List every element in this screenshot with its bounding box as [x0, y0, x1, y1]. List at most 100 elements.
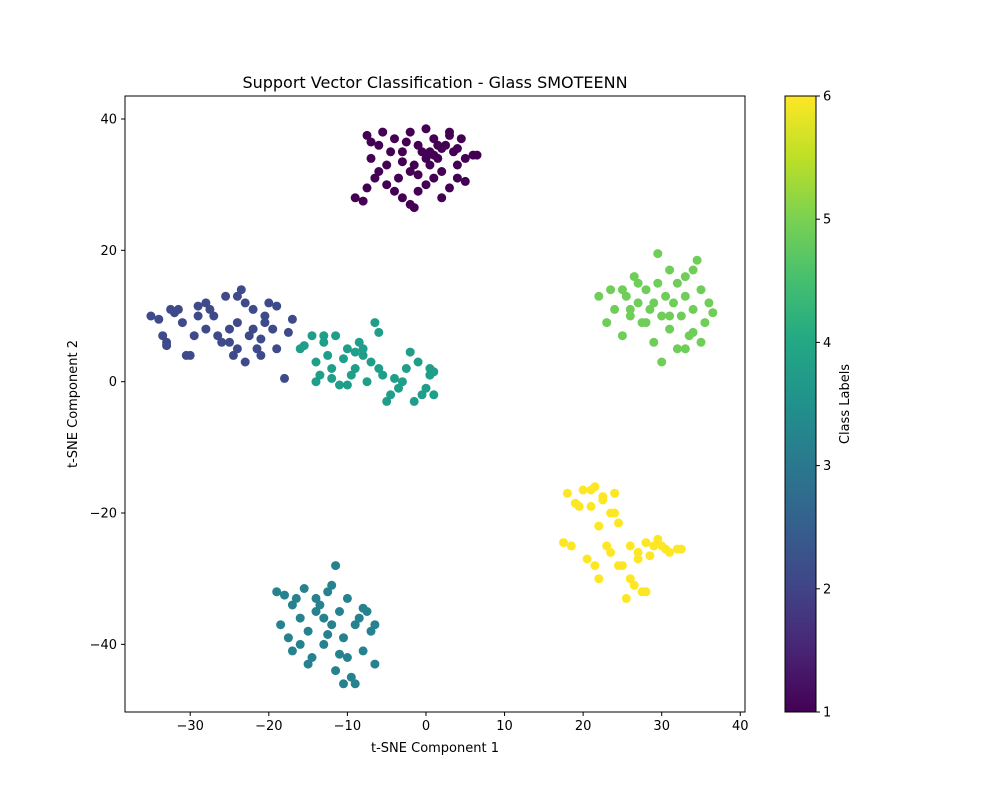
data-point-class-4	[350, 364, 360, 373]
data-point-class-1	[429, 134, 439, 144]
data-point-class-1	[413, 186, 423, 196]
data-point-class-5	[665, 324, 675, 334]
data-point-class-2	[272, 301, 282, 311]
data-point-class-3	[323, 587, 333, 597]
data-point-class-2	[260, 318, 270, 328]
x-tick-label: 30	[653, 719, 670, 734]
data-point-class-4	[374, 327, 384, 337]
data-point-class-2	[240, 298, 250, 308]
data-point-class-3	[311, 593, 321, 603]
x-tick-label: −10	[334, 719, 361, 734]
colorbar-tick-label: 3	[823, 459, 831, 474]
data-point-class-1	[397, 147, 407, 157]
data-point-class-1	[350, 193, 360, 203]
data-point-class-1	[386, 147, 396, 157]
x-tick-label: 0	[422, 719, 430, 734]
data-point-class-1	[413, 170, 423, 180]
data-point-class-1	[374, 167, 384, 176]
data-point-class-2	[252, 344, 262, 354]
data-point-class-2	[177, 318, 187, 328]
data-point-class-5	[617, 285, 627, 295]
data-point-class-6	[574, 501, 584, 511]
data-point-class-2	[256, 350, 266, 360]
data-point-class-5	[669, 298, 678, 308]
data-point-class-2	[158, 331, 168, 341]
data-point-class-4	[350, 347, 360, 357]
data-point-class-6	[586, 485, 596, 495]
data-point-class-2	[232, 291, 242, 301]
data-point-class-3	[339, 679, 348, 689]
data-point-class-5	[621, 291, 631, 301]
data-point-class-4	[421, 383, 431, 393]
data-point-class-2	[256, 334, 266, 344]
data-point-class-4	[374, 364, 384, 373]
data-point-class-2	[287, 314, 297, 324]
data-point-class-4	[354, 337, 364, 347]
data-point-class-2	[189, 331, 199, 341]
data-point-class-2	[232, 344, 242, 354]
data-point-class-1	[452, 144, 462, 153]
data-point-class-5	[602, 318, 612, 328]
data-point-class-2	[173, 304, 183, 314]
data-point-class-2	[244, 331, 254, 341]
data-point-class-3	[354, 613, 364, 623]
data-point-class-6	[614, 561, 623, 571]
data-point-class-3	[335, 649, 344, 659]
data-point-class-4	[299, 341, 309, 351]
data-point-class-1	[394, 173, 403, 183]
data-point-class-3	[276, 620, 286, 630]
data-point-class-4	[315, 370, 325, 380]
colorbar-tick-label: 4	[823, 336, 831, 351]
data-point-class-3	[331, 561, 341, 571]
x-tick-label: 10	[496, 719, 513, 734]
data-point-class-4	[370, 318, 380, 328]
data-point-class-3	[287, 646, 297, 656]
y-tick-label: 0	[109, 375, 117, 390]
data-point-class-5	[625, 311, 635, 321]
data-point-class-5	[680, 344, 690, 354]
colorbar-tick-label: 2	[823, 582, 831, 597]
x-tick-label: −20	[255, 719, 282, 734]
data-point-class-2	[225, 324, 234, 334]
data-point-class-4	[331, 331, 341, 341]
data-point-class-3	[327, 620, 337, 630]
data-point-class-1	[425, 160, 435, 170]
data-point-class-5	[665, 311, 675, 321]
data-point-class-3	[319, 639, 329, 649]
data-point-class-2	[260, 311, 270, 321]
points-layer	[146, 124, 718, 689]
data-point-class-2	[205, 304, 215, 314]
data-point-class-6	[676, 544, 686, 554]
data-point-class-6	[641, 587, 651, 597]
data-point-class-1	[445, 130, 454, 140]
data-point-class-5	[688, 304, 698, 314]
data-point-class-6	[633, 554, 643, 564]
data-point-class-4	[394, 383, 403, 393]
data-point-class-3	[295, 639, 305, 649]
data-point-class-1	[366, 137, 376, 147]
data-point-class-6	[598, 492, 608, 502]
data-point-class-1	[401, 137, 411, 147]
data-point-class-5	[610, 304, 620, 314]
data-point-class-1	[397, 157, 407, 167]
y-tick-label: −40	[90, 638, 117, 653]
data-point-class-5	[629, 272, 639, 282]
data-point-class-1	[366, 153, 376, 163]
x-tick-label: 20	[575, 719, 592, 734]
data-point-class-4	[319, 331, 329, 341]
data-point-class-6	[649, 541, 659, 551]
data-point-class-1	[437, 144, 447, 153]
data-point-class-1	[409, 203, 419, 213]
data-point-class-4	[346, 370, 356, 380]
data-point-class-5	[617, 331, 627, 341]
data-point-class-5	[649, 337, 659, 347]
data-point-class-3	[350, 620, 360, 630]
data-point-class-1	[460, 176, 470, 186]
y-tick-label: 40	[100, 112, 117, 127]
data-point-class-1	[397, 193, 407, 203]
data-point-class-2	[225, 337, 234, 347]
data-point-class-3	[291, 593, 301, 603]
data-point-class-2	[236, 285, 246, 295]
data-point-class-4	[405, 347, 415, 357]
data-point-class-4	[382, 396, 392, 406]
